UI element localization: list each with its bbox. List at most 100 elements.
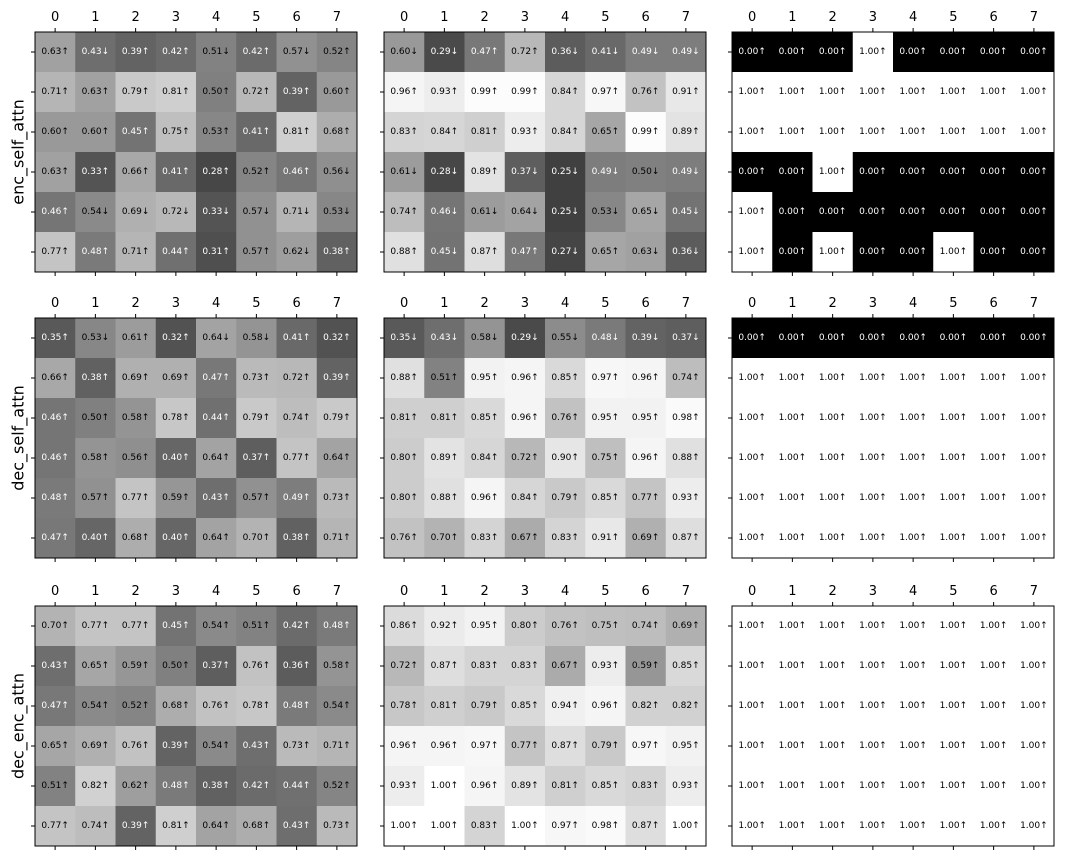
heatmap-cell <box>933 686 974 727</box>
heatmap-cell <box>504 478 546 519</box>
cell-value-label: 1.00↑ <box>738 87 766 97</box>
heatmap-cell <box>772 318 813 359</box>
heatmap-dec-enc-attn-1: 0.70↑ 0.77↑ 0.77↑ 0.45↑ 0.54↑ 0.51↑ 0.42↑ 0.48↑… <box>31 584 358 850</box>
heatmap-cell <box>504 232 546 273</box>
cell-value-label: 0.83↑ <box>632 781 660 791</box>
cell-value-label: 0.46↑ <box>41 453 69 463</box>
heatmap-cell <box>585 72 626 113</box>
heatmap-frame <box>731 317 1055 559</box>
cell-value-label: 0.33↓ <box>202 207 230 217</box>
heatmap-cell <box>504 686 546 727</box>
heatmap-cell <box>933 192 974 233</box>
cell-value-label: 0.29↓ <box>511 333 539 343</box>
cell-value-label: 0.84↑ <box>511 493 539 503</box>
cell-value-label: 1.00↑ <box>1020 413 1048 423</box>
cell-value-label: 0.70↑ <box>243 533 271 543</box>
heatmap-cell <box>196 112 237 153</box>
cell-value-label: 0.96↑ <box>511 413 539 423</box>
heatmap-cell <box>35 686 76 727</box>
cell-value-label: 0.72↑ <box>511 47 539 57</box>
heatmap-cell <box>115 478 157 519</box>
cell-value-label: 0.96↑ <box>632 373 660 383</box>
heatmap-cell <box>276 438 318 479</box>
x-tick-label: 6 <box>641 584 649 599</box>
cell-value-label: 0.41↑ <box>162 167 190 177</box>
cell-value-label: 0.96↑ <box>592 701 620 711</box>
heatmap-cell <box>155 72 197 113</box>
x-tick-label: 0 <box>400 10 408 25</box>
x-tick-label: 0 <box>748 10 756 25</box>
heatmap-cell <box>893 478 934 519</box>
heatmap-cell <box>812 606 854 647</box>
heatmap-cell <box>464 766 506 807</box>
cell-value-label: 0.99↑ <box>471 87 499 97</box>
heatmap-cell <box>424 152 465 193</box>
heatmap-cell <box>384 152 425 193</box>
cell-value-label: 0.71↑ <box>122 247 150 257</box>
cell-value-label: 1.00↑ <box>980 453 1008 463</box>
cell-value-label: 0.84↑ <box>471 453 499 463</box>
heatmap-cell <box>772 766 813 807</box>
cell-value-label: 0.95↑ <box>471 621 499 631</box>
cell-value-label: 0.72↓ <box>162 207 190 217</box>
heatmap-cell <box>35 478 76 519</box>
cell-value-label: 0.36↓ <box>551 47 579 57</box>
heatmap-cell <box>115 192 157 233</box>
cell-value-label: 1.00↑ <box>899 821 927 831</box>
cell-value-label: 0.75↑ <box>162 127 190 137</box>
heatmap-cell <box>155 438 197 479</box>
cell-value-label: 1.00↑ <box>940 87 968 97</box>
cell-value-label: 0.45↓ <box>431 247 459 257</box>
heatmap-cell <box>384 232 425 273</box>
heatmap-cell <box>933 152 974 193</box>
cell-value-label: 0.96↑ <box>471 493 499 503</box>
cell-value-label: 0.52↑ <box>122 701 150 711</box>
cell-value-label: 0.32↑ <box>162 333 190 343</box>
cell-value-label: 1.00↑ <box>1020 621 1048 631</box>
cell-value-label: 0.00↑ <box>819 333 847 343</box>
cell-value-label: 0.72↑ <box>390 661 418 671</box>
heatmap-cell <box>504 646 546 687</box>
cell-value-label: 1.00↑ <box>738 247 766 257</box>
x-tick-label: 4 <box>212 10 220 25</box>
heatmap-cell <box>973 318 1015 359</box>
heatmap-cell <box>545 606 586 647</box>
heatmap-cell <box>1013 766 1055 807</box>
heatmap-cell <box>155 152 197 193</box>
heatmap-cell <box>1013 358 1055 399</box>
cell-value-label: 0.69↓ <box>122 207 150 217</box>
heatmap-cell <box>236 806 277 847</box>
cell-value-label: 0.73↑ <box>323 821 351 831</box>
cell-value-label: 0.83↑ <box>471 533 499 543</box>
heatmap-cell <box>196 646 237 687</box>
heatmap-cell <box>424 192 465 233</box>
cell-value-label: 1.00↑ <box>779 453 807 463</box>
cell-value-label: 1.00↑ <box>899 533 927 543</box>
cell-value-label: 1.00↑ <box>672 821 700 831</box>
heatmap-cell <box>625 766 667 807</box>
heatmap-cell <box>812 726 854 767</box>
heatmap-cell <box>464 686 506 727</box>
cell-value-label: 0.41↓ <box>592 47 620 57</box>
cell-value-label: 0.68↑ <box>243 821 271 831</box>
cell-value-label: 0.45↑ <box>122 127 150 137</box>
cell-value-label: 0.93↑ <box>511 127 539 137</box>
x-tick-label: 5 <box>252 296 260 311</box>
cell-value-label: 1.00↑ <box>779 821 807 831</box>
cell-value-label: 1.00↑ <box>779 701 807 711</box>
heatmap-cell <box>35 806 76 847</box>
cell-value-label: 1.00↑ <box>859 493 887 503</box>
heatmap-cell <box>384 478 425 519</box>
heatmap-cell <box>772 646 813 687</box>
x-tick-label: 1 <box>788 584 796 599</box>
cell-value-label: 0.37↓ <box>672 333 700 343</box>
heatmap-cell <box>1013 478 1055 519</box>
cell-value-label: 0.49↓ <box>592 167 620 177</box>
cell-value-label: 0.50↑ <box>202 87 230 97</box>
heatmap-cell <box>545 518 586 559</box>
heatmap-cell <box>665 192 707 233</box>
heatmap-cell <box>812 32 854 73</box>
cell-value-label: 0.81↑ <box>390 413 418 423</box>
cell-value-label: 1.00↑ <box>819 453 847 463</box>
heatmap-cell <box>625 478 667 519</box>
